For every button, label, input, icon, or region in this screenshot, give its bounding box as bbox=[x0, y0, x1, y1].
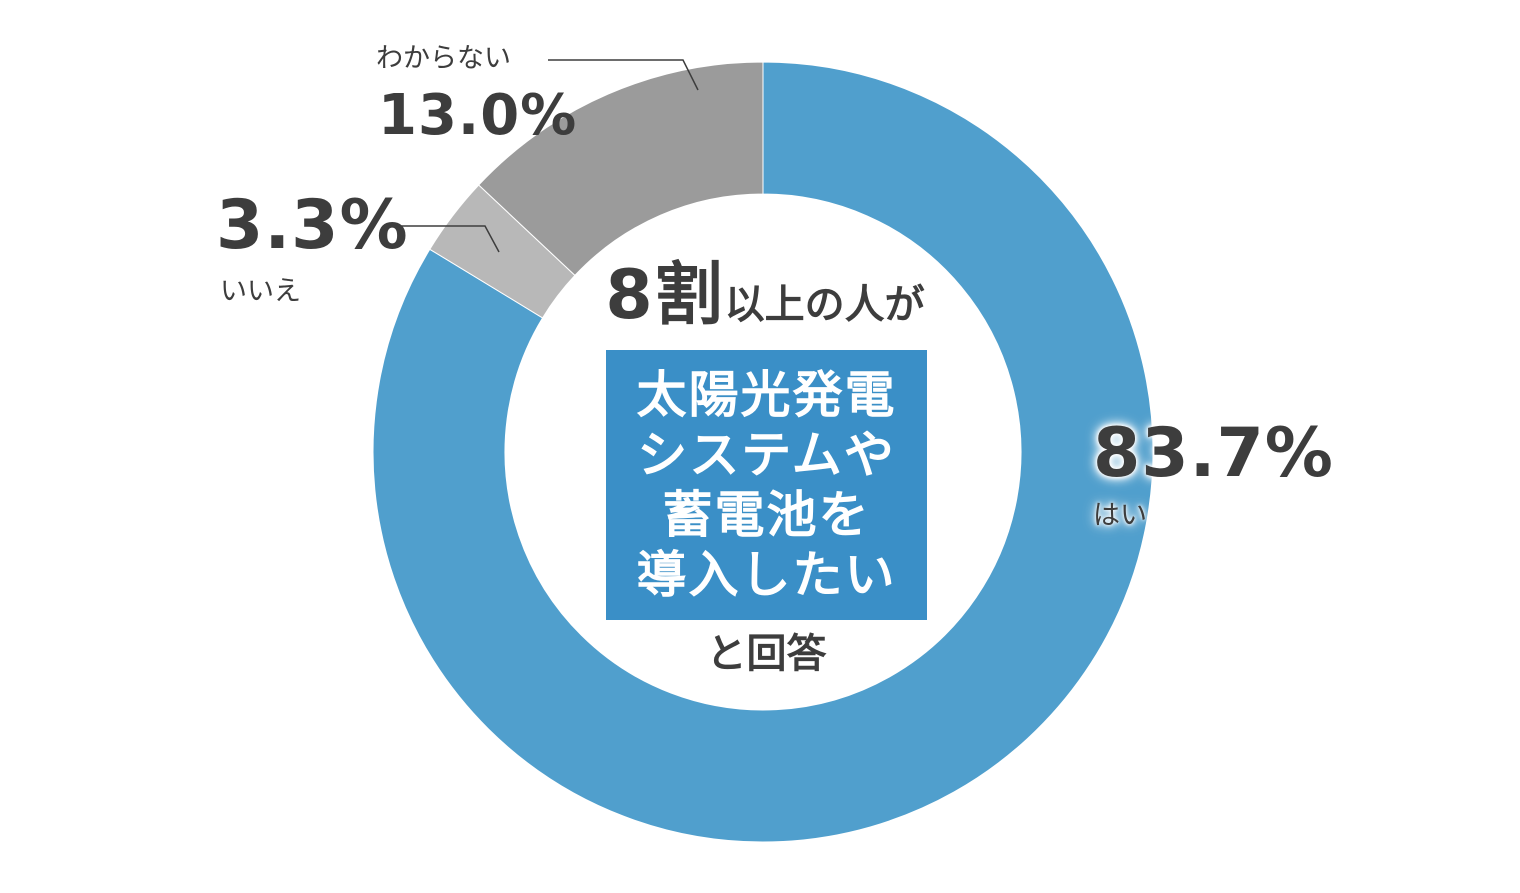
center-highlight-box: 太陽光発電 システムや 蓄電池を 導入したい bbox=[606, 350, 927, 620]
slice-value-label-no: 3.3% bbox=[216, 186, 409, 265]
slice-value-label-yes: 83.7% bbox=[1093, 414, 1334, 493]
center-box-line: システムや bbox=[637, 426, 896, 484]
center-box-line: 太陽光発電 bbox=[636, 366, 897, 424]
center-footer: と回答 bbox=[706, 631, 827, 677]
slice-unknown bbox=[477, 61, 764, 277]
leader-line-unknown bbox=[548, 59, 699, 91]
center-box-line: 蓄電池を bbox=[662, 486, 871, 544]
slice-category-label-yes: はい bbox=[1093, 500, 1147, 531]
slice-value-label-unknown: 13.0% bbox=[378, 83, 578, 148]
center-box-line: 導入したい bbox=[636, 546, 897, 604]
slice-yes bbox=[372, 61, 1154, 843]
center-headline-rest: 以上の人が bbox=[724, 282, 925, 328]
slice-category-label-unknown: わからない bbox=[376, 43, 511, 74]
center-headline-emphasis: 8割 bbox=[605, 256, 725, 335]
center-headline: 8割以上の人が bbox=[560, 262, 970, 330]
slice-category-label-no: いいえ bbox=[220, 276, 301, 307]
leader-line-no bbox=[398, 225, 500, 253]
